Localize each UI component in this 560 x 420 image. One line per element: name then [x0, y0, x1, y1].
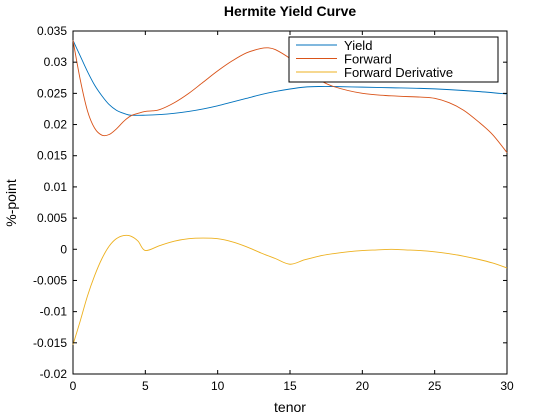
y-tick-label: 0: [60, 242, 67, 256]
legend-label-yield: Yield: [344, 38, 372, 53]
y-axis-label: %-point: [3, 179, 19, 227]
series-line-yield: [72, 40, 508, 116]
x-axis-label: tenor: [274, 399, 306, 415]
ticks-layer: 0 5 10 15 20 25 30 -0.02 -0.015 -0.01 -0.005 0 0.005…: [33, 24, 514, 393]
y-tick-label: 0.015: [37, 149, 67, 163]
series-line-forward: [72, 40, 508, 153]
x-tick-label: 20: [356, 379, 370, 393]
y-tick-label: 0.01: [44, 180, 68, 194]
legend-label-forward: Forward: [344, 52, 392, 67]
chart-title: Hermite Yield Curve: [224, 3, 356, 19]
plot-area: 0 5 10 15 20 25 30 -0.02 -0.015 -0.01 -0.005 0 0.005…: [33, 24, 514, 393]
legend-label-forward-derivative: Forward Derivative: [344, 65, 453, 80]
x-tick-label: 25: [428, 379, 442, 393]
series-layer: [72, 40, 508, 345]
y-tick-label: -0.01: [40, 305, 68, 319]
y-tick-label: 0.02: [44, 118, 68, 132]
y-tick-label: 0.025: [37, 86, 67, 100]
x-tick-label: 10: [211, 379, 225, 393]
series-line-forward-derivative: [72, 234, 508, 345]
y-tick-label: -0.015: [33, 336, 67, 350]
y-tick-label: -0.02: [40, 367, 68, 381]
y-tick-label: 0.03: [44, 55, 68, 69]
plot-frame: [72, 30, 508, 375]
y-tick-label: 0.035: [37, 24, 67, 38]
y-tick-label: 0.005: [37, 211, 67, 225]
x-tick-label: 15: [283, 379, 297, 393]
x-tick-label: 30: [500, 379, 514, 393]
x-tick-label: 0: [70, 379, 77, 393]
y-tick-label: -0.005: [33, 273, 67, 287]
x-tick-label: 5: [142, 379, 149, 393]
